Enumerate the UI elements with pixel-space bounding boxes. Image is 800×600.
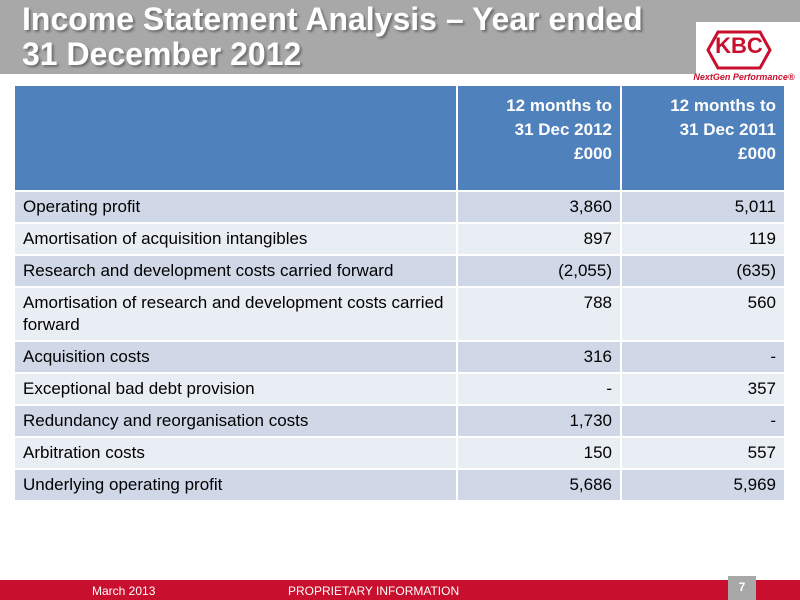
title-bar — [0, 0, 800, 74]
row-value-2011: 557 — [620, 436, 786, 470]
table-body: Operating profit 3,860 5,011 Amortisation o… — [13, 190, 786, 502]
page-number-box — [728, 576, 756, 600]
row-label: Redundancy and reorganisation costs — [13, 404, 458, 438]
row-label: Underlying operating profit — [13, 468, 458, 502]
row-value-2012: 150 — [456, 436, 622, 470]
kbc-logo-badge-icon — [706, 30, 772, 70]
row-value-2011: 119 — [620, 222, 786, 256]
logo-tagline: NextGen Performance® — [693, 72, 795, 82]
row-value-2012: 1,730 — [456, 404, 622, 438]
row-label: Arbitration costs — [13, 436, 458, 470]
row-label: Research and development costs carried f… — [13, 254, 458, 288]
row-value-2012: 3,860 — [456, 190, 622, 224]
page-number: 7 — [738, 580, 746, 594]
table-row: Underlying operating profit 5,686 5,969 — [13, 468, 786, 502]
row-value-2011: - — [620, 340, 786, 374]
row-value-2012: 788 — [456, 286, 622, 342]
footer-classification: PROPRIETARY INFORMATION — [288, 584, 460, 598]
row-value-2012: 5,686 — [456, 468, 622, 502]
row-value-2012: 316 — [456, 340, 622, 374]
table-row: Redundancy and reorganisation costs 1,730… — [13, 404, 786, 438]
row-value-2012: - — [456, 372, 622, 406]
logo-text: KBC — [715, 33, 763, 58]
row-value-2011: 357 — [620, 372, 786, 406]
row-value-2012: (2,055) — [456, 254, 622, 288]
row-label: Exceptional bad debt provision — [13, 372, 458, 406]
income-statement-table: 12 months to 31 Dec 2012 £000 12 months to… — [13, 84, 786, 502]
footer-bar — [0, 580, 800, 600]
table-row: Exceptional bad debt provision -357 — [13, 372, 786, 406]
table-row: Research and development costs carried f… — [13, 254, 786, 288]
table-row: Arbitration costs 150 557 — [13, 436, 786, 470]
row-label: Acquisition costs — [13, 340, 458, 374]
row-value-2011: - — [620, 404, 786, 438]
slide-title: Income Statement Analysis – Year ended 3… — [22, 1, 643, 72]
header-label-column — [13, 84, 458, 192]
row-label: Amortisation of research and development… — [13, 286, 458, 342]
header-2012-column: 12 months to 31 Dec 2012 £000 — [456, 84, 622, 192]
row-value-2011: 5,011 — [620, 190, 786, 224]
table-header-row: 12 months to 31 Dec 2012 £000 12 months to… — [13, 84, 786, 192]
row-value-2011: 5,969 — [620, 468, 786, 502]
row-label: Operating profit — [13, 190, 458, 224]
table-row: Acquisition costs 316- — [13, 340, 786, 374]
table-row: Amortisation of research and development… — [13, 286, 786, 342]
header-2011-column: 12 months to 31 Dec 2011 £000 — [620, 84, 786, 192]
row-value-2011: 560 — [620, 286, 786, 342]
table-row: Amortisation of acquisition intangibles 8… — [13, 222, 786, 256]
table-row: Operating profit 3,860 5,011 — [13, 190, 786, 224]
row-label: Amortisation of acquisition intangibles — [13, 222, 458, 256]
row-value-2011: (635) — [620, 254, 786, 288]
row-value-2012: 897 — [456, 222, 622, 256]
footer-date: March 2013 — [92, 584, 156, 598]
